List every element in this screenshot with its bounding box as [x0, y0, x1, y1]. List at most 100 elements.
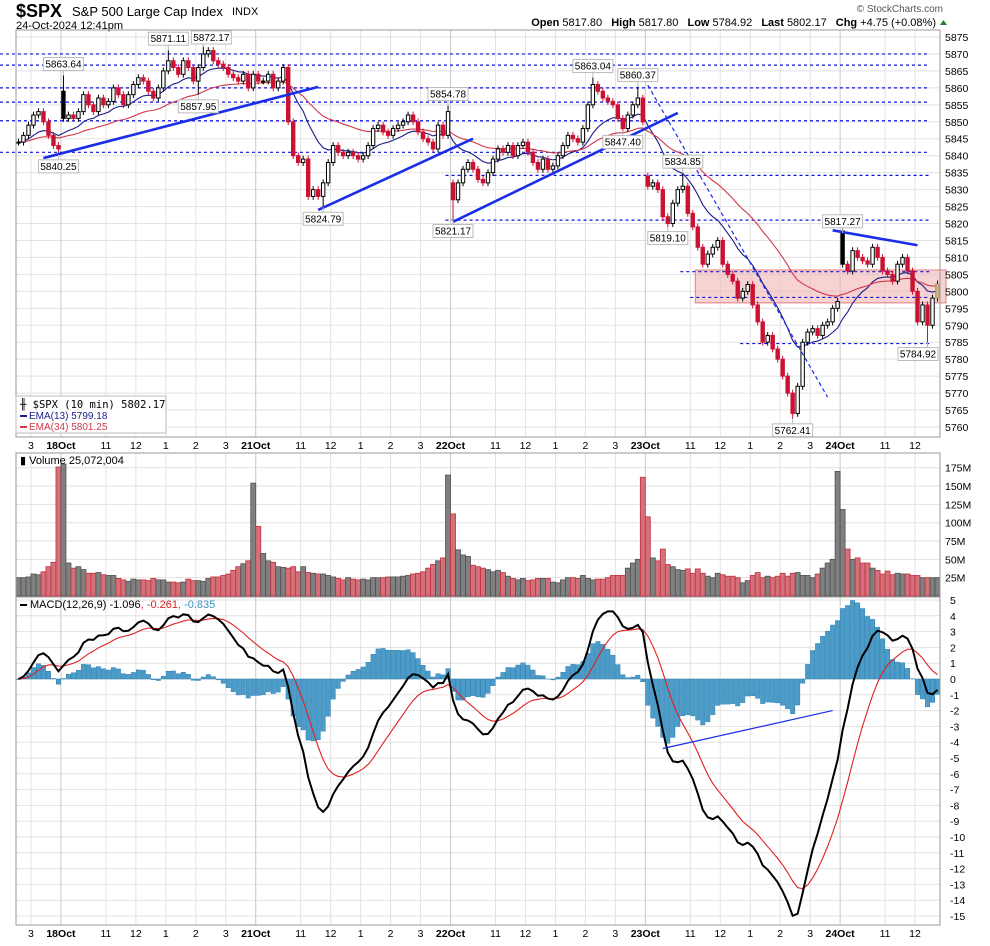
- candle-body: [27, 125, 30, 135]
- time-tick-label: 2: [388, 440, 394, 452]
- macd-histogram-bar: [506, 668, 510, 679]
- candle-body: [381, 125, 384, 132]
- macd-histogram-bar: [346, 675, 350, 679]
- volume-bar: [431, 564, 436, 596]
- candle-body: [831, 308, 834, 322]
- macd-histogram-bar: [521, 663, 525, 679]
- macd-histogram-bar: [76, 670, 80, 679]
- macd-histogram-bar: [106, 670, 110, 679]
- macd-histogram-bar: [516, 665, 520, 679]
- candle-body: [696, 227, 699, 247]
- candle-body: [926, 305, 929, 325]
- candle-body: [321, 183, 324, 197]
- macd-histogram-bar: [751, 679, 755, 696]
- time-tick-label: 22Oct: [436, 928, 466, 940]
- macd-legend: MACD(12,26,9) -1.096, -0.261, -0.835: [30, 599, 215, 611]
- candle-body: [102, 98, 105, 105]
- volume-bar: [625, 568, 630, 596]
- volume-bar: [740, 583, 745, 596]
- volume-bar: [406, 575, 411, 596]
- volume-bar: [256, 526, 261, 596]
- macd-tick-label: 5: [950, 595, 956, 607]
- candle-body: [182, 61, 185, 75]
- volume-bar: [805, 575, 810, 596]
- volume-bar: [221, 575, 226, 596]
- price-tick-label: 5795: [945, 303, 969, 315]
- time-tick-label: 3: [807, 440, 813, 452]
- time-tick-label: 11: [490, 440, 501, 452]
- candle-body: [267, 74, 270, 81]
- candle-body: [721, 240, 724, 264]
- time-tick-label: 12: [520, 440, 532, 452]
- macd-histogram-bar: [905, 668, 909, 679]
- volume-bar: [346, 578, 351, 596]
- macd-histogram-bar: [760, 679, 764, 704]
- macd-histogram-bar: [696, 679, 700, 720]
- volume-bar: [161, 580, 166, 596]
- candle-body: [876, 247, 879, 257]
- volume-bar: [635, 559, 640, 596]
- volume-bar: [266, 561, 271, 596]
- time-tick-label: 3: [28, 440, 34, 452]
- candle-body: [112, 88, 115, 102]
- candle-body: [142, 78, 145, 81]
- macd-histogram-bar: [626, 678, 630, 679]
- last-label: Last: [761, 17, 784, 29]
- candle-body: [541, 159, 544, 169]
- candle-body: [242, 74, 245, 81]
- volume-bar: [485, 570, 490, 596]
- price-tick-label: 5780: [945, 354, 969, 366]
- macd-histogram-bar: [96, 667, 100, 679]
- macd-histogram-bar: [631, 677, 635, 679]
- macd-histogram-bar: [795, 679, 799, 705]
- candle-body: [511, 146, 514, 156]
- volume-bar: [61, 464, 66, 596]
- volume-legend: ▮ Volume 25,072,004: [20, 455, 124, 467]
- macd-histogram-bar: [386, 650, 390, 679]
- volume-bar: [630, 563, 635, 596]
- macd-histogram-bar: [186, 674, 190, 679]
- macd-histogram-bar: [591, 644, 595, 679]
- volume-bar: [540, 578, 545, 596]
- volume-bar: [171, 582, 176, 596]
- macd-histogram-bar: [471, 679, 475, 696]
- candle-body: [446, 112, 449, 136]
- macd-histogram-bar: [331, 679, 335, 699]
- volume-bar: [680, 570, 685, 596]
- candle-body: [686, 186, 689, 213]
- macd-histogram-bar: [501, 672, 505, 679]
- candle-body: [706, 254, 709, 264]
- macd-histogram-bar: [676, 679, 680, 726]
- candle-body: [197, 68, 200, 82]
- macd-tick-label: -10: [950, 832, 965, 844]
- volume-bar: [426, 568, 431, 596]
- time-tick-label: 12: [909, 928, 921, 940]
- candle-body: [931, 298, 934, 325]
- volume-bar: [670, 567, 675, 596]
- volume-bar: [760, 578, 765, 596]
- volume-tick-label: 25M: [945, 573, 965, 585]
- macd-histogram-bar: [366, 662, 370, 679]
- volume-bar: [725, 576, 730, 596]
- ema34-line: [18, 82, 937, 296]
- volume-bar: [321, 574, 326, 596]
- ema-lines: [18, 68, 937, 347]
- candle-body: [636, 98, 639, 105]
- volume-bar: [106, 575, 111, 596]
- candle-body: [436, 125, 439, 149]
- volume-bar: [795, 573, 800, 596]
- volume-bar: [91, 573, 96, 596]
- time-tick-label: 2: [388, 928, 394, 940]
- volume-bar: [770, 578, 775, 596]
- macd-histogram-bar: [216, 679, 220, 680]
- axis-labels: 5760576557705775578057855790579558005805…: [945, 32, 971, 923]
- price-tick-label: 5760: [945, 422, 969, 434]
- time-tick-label: 11: [100, 928, 111, 940]
- volume-bar: [495, 570, 500, 596]
- time-tick-label: 2: [777, 928, 783, 940]
- macd-histogram-bar: [126, 674, 130, 679]
- security-name: S&P 500 Large Cap Index: [72, 4, 223, 19]
- macd-histogram-bar: [895, 662, 899, 679]
